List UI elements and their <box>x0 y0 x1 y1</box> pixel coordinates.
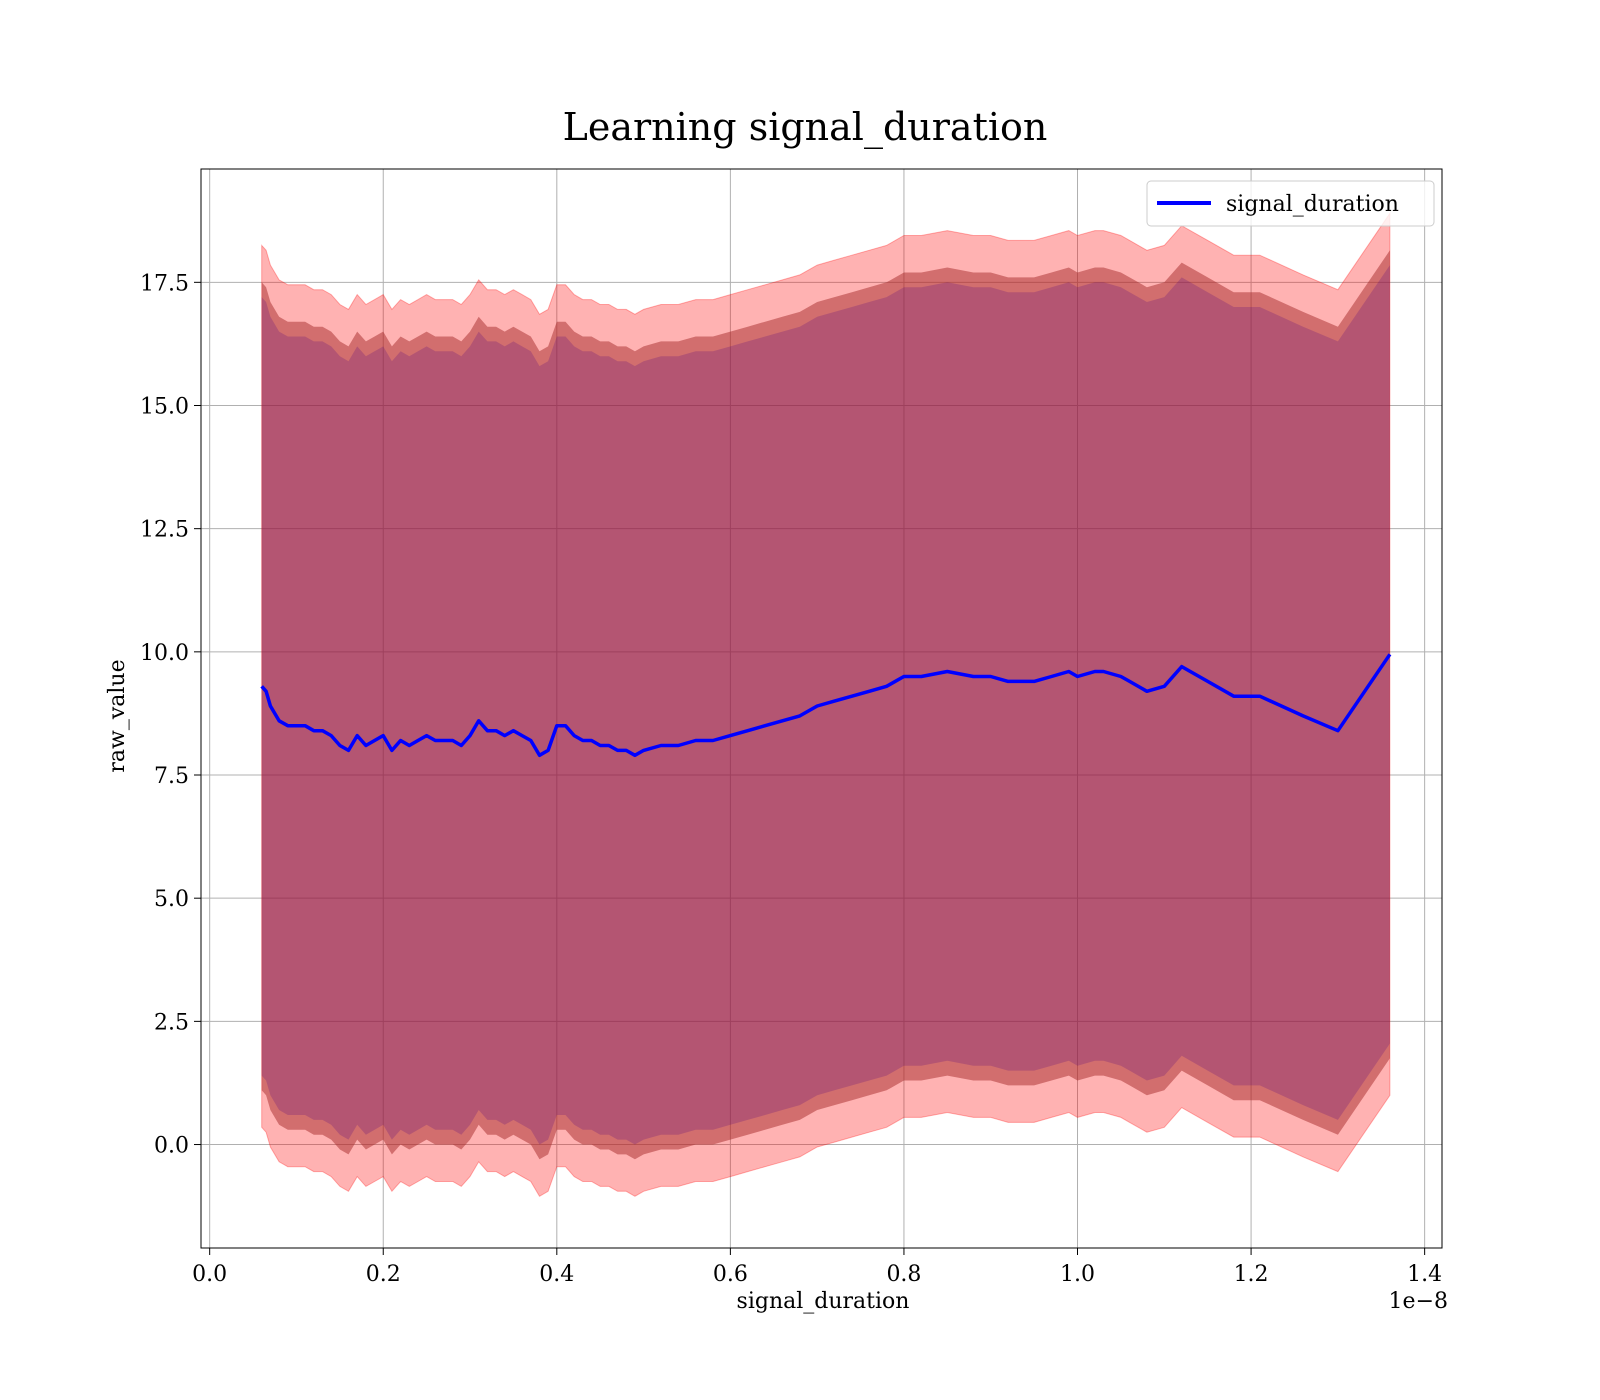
y-axis-label: raw_value <box>105 659 130 772</box>
y-tick-label: 7.5 <box>154 764 189 789</box>
x-tick-label: 1.2 <box>1234 1262 1269 1287</box>
x-tick-label: 0.2 <box>366 1262 401 1287</box>
y-tick-label: 10.0 <box>140 641 189 666</box>
series-line-signal-duration <box>260 653 1392 758</box>
plot-area <box>200 168 1443 1249</box>
legend: signal_duration <box>1146 180 1435 227</box>
legend-entry-signal-duration: signal_duration <box>1226 192 1399 217</box>
y-tick-label: 12.5 <box>140 518 189 543</box>
x-offset-label: 1e−8 <box>1389 1289 1448 1314</box>
x-tick-label: 1.0 <box>1060 1262 1095 1287</box>
x-tick-label: 0.8 <box>886 1262 921 1287</box>
x-tick-label: 0.0 <box>192 1262 227 1287</box>
series-lines <box>260 653 1392 758</box>
y-tick-label: 17.5 <box>140 271 189 296</box>
x-tick-label: 0.4 <box>539 1262 574 1287</box>
x-tick-label: 1.4 <box>1407 1262 1442 1287</box>
x-axis-label: signal_duration <box>737 1289 910 1314</box>
chart-title: Learning signal_duration <box>563 105 1048 150</box>
y-ticks: 0.0 2.5 5.0 7.5 10.0 12.5 15.0 17.5 <box>140 271 201 1159</box>
y-tick-label: 5.0 <box>154 887 189 912</box>
y-tick-label: 0.0 <box>154 1134 189 1159</box>
x-tick-label: 0.6 <box>713 1262 748 1287</box>
legend-box <box>1146 180 1435 227</box>
plot-frame <box>200 168 1443 1249</box>
y-tick-label: 2.5 <box>154 1010 189 1035</box>
x-ticks: 0.0 0.2 0.4 0.6 0.8 1.0 1.2 1.4 <box>192 1248 1442 1287</box>
y-tick-label: 15.0 <box>140 394 189 419</box>
